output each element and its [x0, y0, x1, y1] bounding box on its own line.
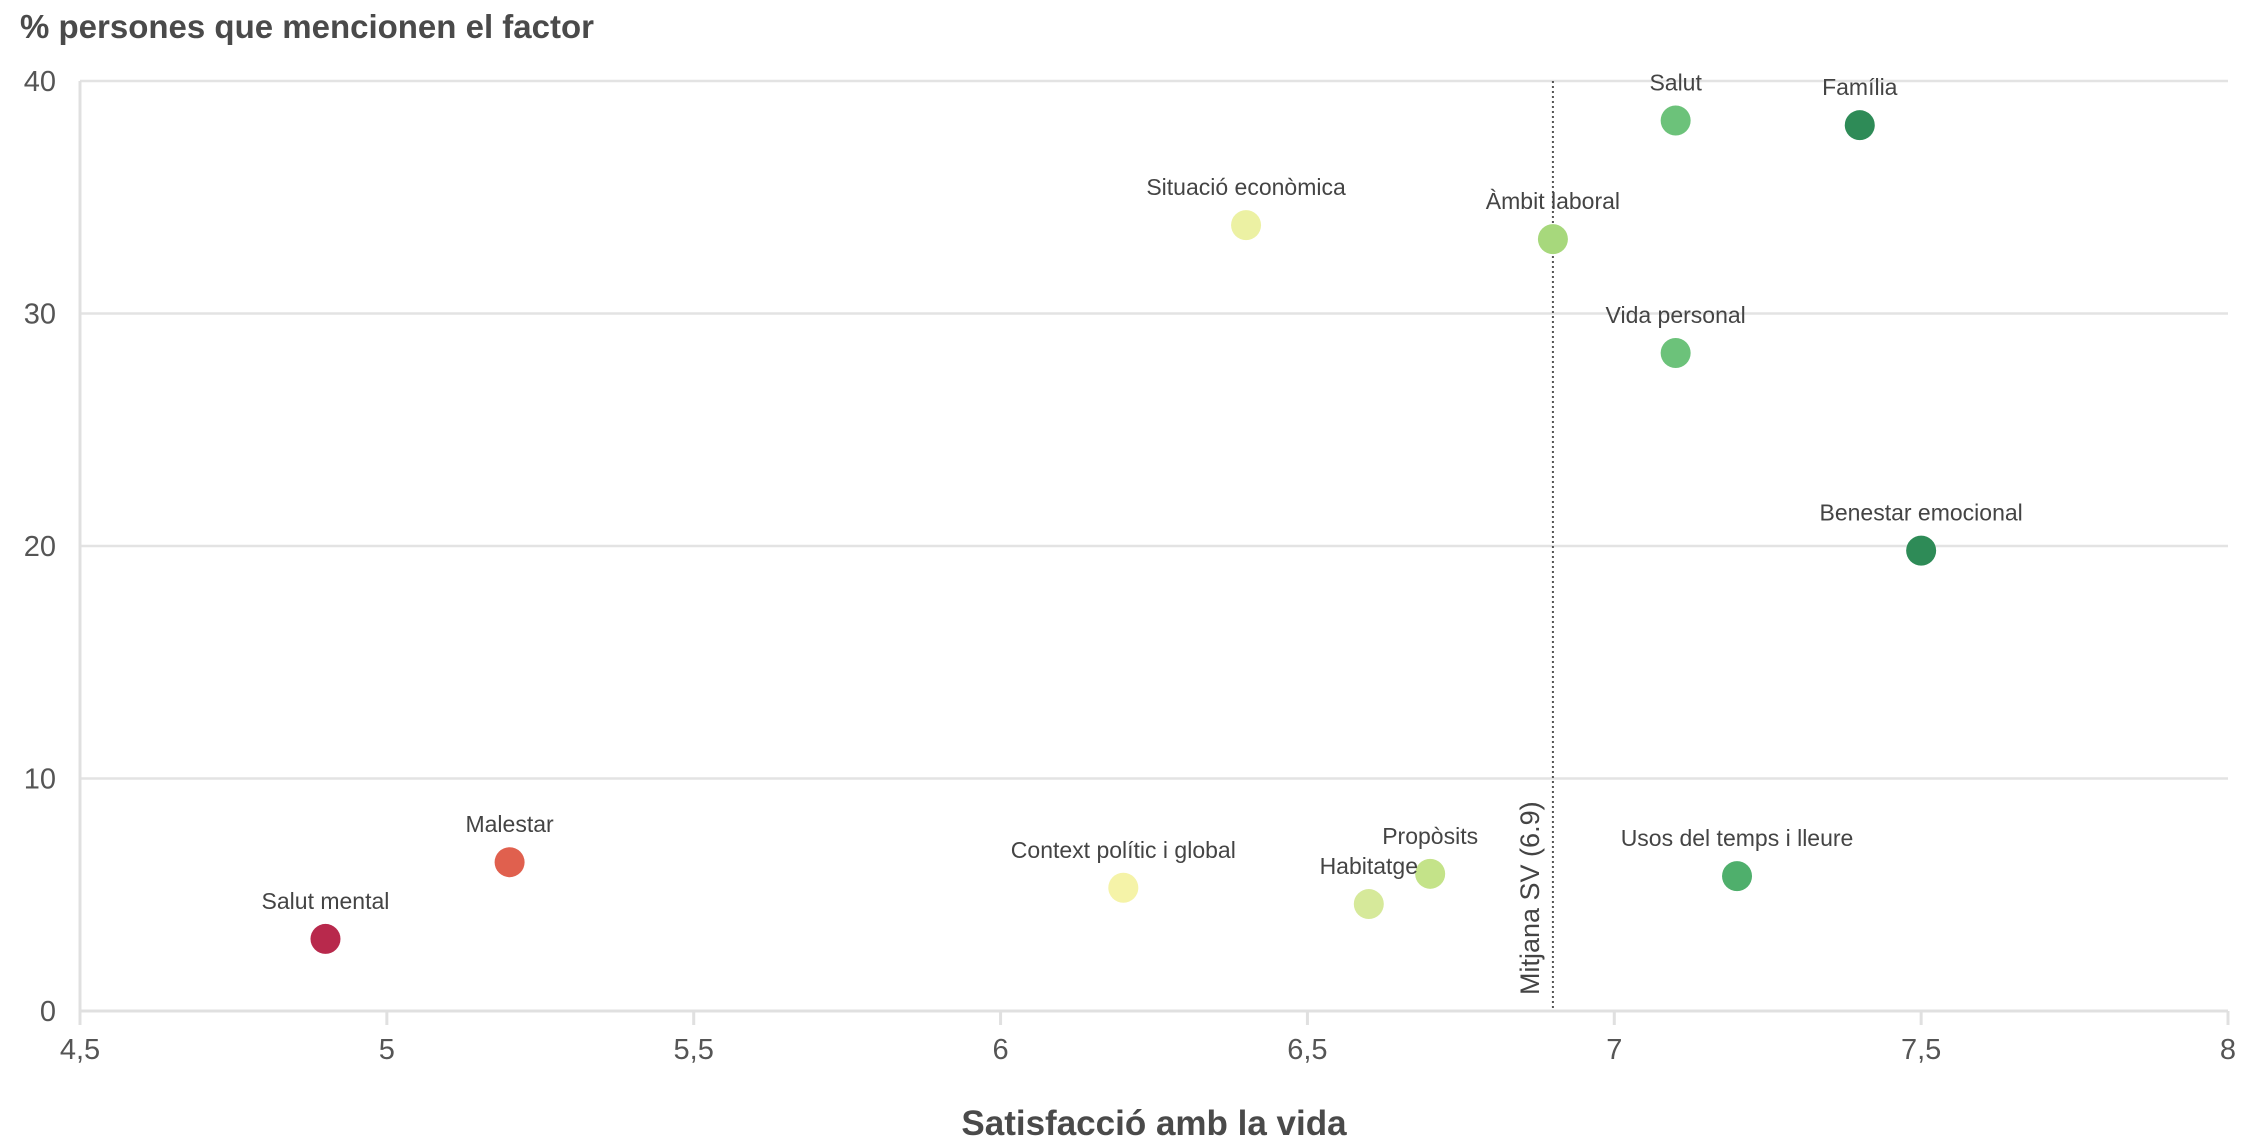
data-point	[1660, 338, 1691, 369]
data-point-label: Habitatge	[1320, 853, 1418, 879]
data-point	[494, 847, 525, 878]
y-tick-label: 0	[40, 996, 56, 1028]
data-points	[310, 105, 1937, 954]
data-point	[1108, 872, 1139, 903]
data-point	[1537, 224, 1568, 255]
data-point-label: Usos del temps i lleure	[1621, 825, 1854, 851]
reference-line-group: Mitjana SV (6.9)	[1515, 81, 1554, 1011]
x-tick-label: 5,5	[674, 1034, 714, 1066]
x-tick-label: 8	[2220, 1034, 2236, 1066]
y-tick-label: 10	[24, 764, 56, 796]
x-tick-label: 4,5	[60, 1034, 100, 1066]
data-point-label: Vida personal	[1606, 302, 1746, 328]
y-tick-label: 40	[24, 66, 56, 98]
data-point-label: Benestar emocional	[1819, 500, 2022, 526]
mean-reference-label: Mitjana SV (6.9)	[1515, 801, 1545, 995]
data-point-label: Salut mental	[262, 888, 390, 914]
y-tick-label: 20	[24, 531, 56, 563]
data-point	[1231, 210, 1262, 241]
y-axis-ticks: 0 10 20 30 40	[24, 66, 56, 1028]
data-point	[1722, 861, 1753, 892]
x-tick-label: 6	[993, 1034, 1009, 1066]
x-tick-label: 5	[379, 1034, 395, 1066]
data-point	[1906, 535, 1937, 566]
data-point	[1844, 110, 1875, 141]
x-axis-ticks: 4,5 5 5,5 6 6,5 7 7,5 8	[60, 1011, 2236, 1066]
y-tick-label: 30	[24, 299, 56, 331]
data-point-label: Família	[1822, 74, 1898, 100]
data-point-label: Àmbit laboral	[1486, 188, 1620, 214]
data-point	[1415, 858, 1446, 889]
data-point-label: Context polític i global	[1011, 837, 1236, 863]
data-point-label: Salut	[1649, 70, 1702, 96]
y-axis-title: % persones que mencionen el factor	[20, 8, 594, 45]
data-point-label: Situació econòmica	[1146, 174, 1346, 200]
gridlines	[78, 79, 2228, 1013]
x-tick-label: 7	[1606, 1034, 1622, 1066]
x-tick-label: 7,5	[1901, 1034, 1941, 1066]
data-point-labels: Salut mental Malestar Context polític i gl…	[262, 70, 2023, 914]
x-axis-title: Satisfacció amb la vida	[961, 1104, 1347, 1137]
data-point	[1660, 105, 1691, 136]
data-point-label: Malestar	[465, 811, 554, 837]
data-point	[1353, 889, 1384, 920]
x-tick-label: 6,5	[1287, 1034, 1327, 1066]
data-point-label: Propòsits	[1382, 823, 1478, 849]
data-point	[310, 923, 341, 954]
